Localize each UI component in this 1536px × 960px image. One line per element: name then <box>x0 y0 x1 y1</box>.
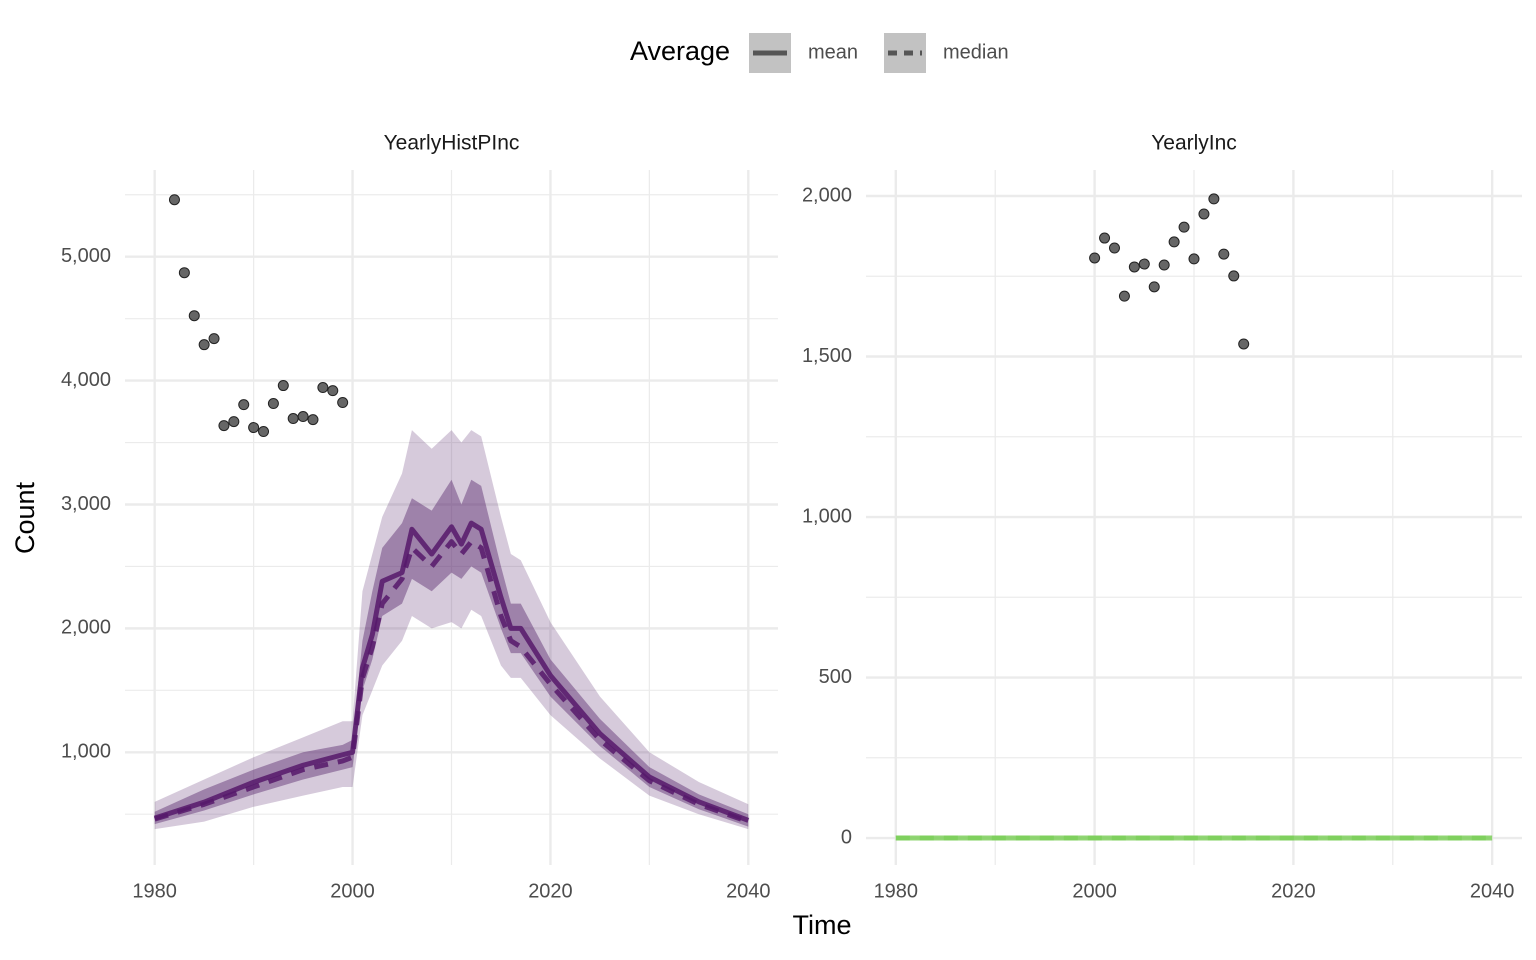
point <box>1099 232 1111 244</box>
panel: YearlyInc 0 500 1,000 1,500 2,000 1980 2000 2020… <box>802 132 1522 902</box>
point <box>267 398 279 410</box>
y-tick-label: 1,500 <box>802 345 852 367</box>
point <box>178 267 190 279</box>
x-tick-label: 1980 <box>132 880 177 902</box>
point <box>1089 252 1101 264</box>
point <box>248 422 260 434</box>
point <box>1148 281 1160 293</box>
point <box>218 420 230 432</box>
point <box>1198 208 1210 220</box>
x-tick-label: 2020 <box>1271 880 1316 902</box>
y-tick-label: 1,000 <box>802 505 852 527</box>
line <box>153 520 750 823</box>
point <box>1218 248 1230 260</box>
point <box>1168 236 1180 248</box>
y-tick-label: 2,000 <box>802 184 852 206</box>
line <box>153 539 750 824</box>
x-axis-title: Time <box>793 910 852 940</box>
facet-title: YearlyInc <box>1151 132 1237 155</box>
point <box>1158 259 1170 271</box>
y-tick-label: 0 <box>841 826 852 848</box>
legend-title: Average <box>630 36 730 66</box>
point <box>1138 258 1150 270</box>
point <box>198 339 210 351</box>
x-tick-label: 2000 <box>1072 880 1117 902</box>
point <box>1228 270 1240 282</box>
x-tick-label: 2020 <box>528 880 573 902</box>
point <box>228 416 240 428</box>
band <box>154 479 749 827</box>
point <box>327 385 339 397</box>
point <box>277 380 289 392</box>
x-tick-label: 2040 <box>1470 880 1515 902</box>
x-tick-label: 2000 <box>330 880 375 902</box>
point <box>188 310 200 322</box>
point <box>238 399 250 411</box>
x-tick-label: 2040 <box>726 880 771 902</box>
point <box>1188 253 1200 265</box>
point <box>1178 221 1190 233</box>
y-tick-label: 3,000 <box>61 493 111 515</box>
point <box>297 411 309 423</box>
point <box>317 382 329 394</box>
point <box>337 397 349 409</box>
point <box>307 414 319 426</box>
point <box>1108 242 1120 254</box>
band <box>154 430 749 830</box>
y-axis-title: Count <box>10 481 40 554</box>
point <box>1128 261 1140 273</box>
y-tick-label: 1,000 <box>61 741 111 763</box>
y-tick-label: 2,000 <box>61 617 111 639</box>
facet-title: YearlyHistPInc <box>384 132 520 155</box>
y-tick-label: 5,000 <box>61 245 111 267</box>
legend-label: mean <box>808 41 858 63</box>
panel: YearlyHistPInc 1,000 2,000 3,000 4,000 5,000 1… <box>61 132 778 902</box>
point <box>1238 338 1250 350</box>
point <box>258 426 270 438</box>
point <box>168 194 180 206</box>
x-tick-label: 1980 <box>874 880 919 902</box>
point <box>287 413 299 425</box>
point <box>1118 290 1130 302</box>
y-tick-label: 500 <box>819 666 852 688</box>
y-tick-label: 4,000 <box>61 369 111 391</box>
point <box>208 333 220 345</box>
legend-label: median <box>943 41 1009 63</box>
point <box>1208 193 1220 205</box>
